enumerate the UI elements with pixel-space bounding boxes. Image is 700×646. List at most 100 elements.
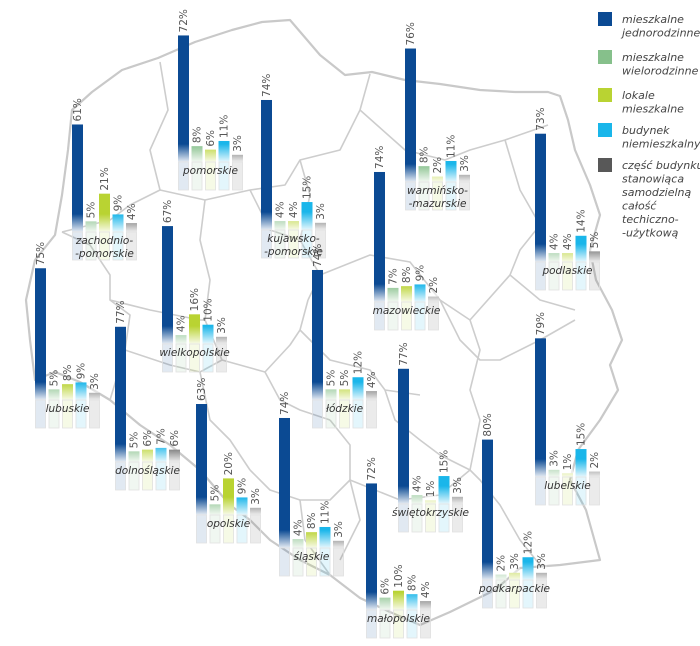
bar-outline xyxy=(379,609,391,639)
value-label: 2% xyxy=(496,555,508,572)
legend-label: całość xyxy=(622,200,657,213)
value-label: 11% xyxy=(446,135,458,158)
bar-reflection xyxy=(495,580,507,608)
value-label: 6% xyxy=(380,578,392,595)
bar-fade xyxy=(89,382,100,400)
bar-reflection xyxy=(393,610,404,638)
bar-fade xyxy=(126,214,137,232)
bar-reflection xyxy=(315,230,326,258)
bar-outline xyxy=(411,503,423,533)
bar-fade xyxy=(85,214,97,232)
bar-reflection xyxy=(209,515,221,543)
region-name: podkarpackie xyxy=(478,583,550,595)
bar xyxy=(196,404,207,515)
region-name: lubelskie xyxy=(544,480,591,492)
region-group: 75% 5% 8% 9%3% lubuskie xyxy=(35,242,101,429)
value-label: 75% xyxy=(35,242,47,265)
bar-reflection xyxy=(312,400,323,428)
bar-fade xyxy=(562,459,573,477)
bar-outline xyxy=(459,181,470,211)
value-label: 6% xyxy=(169,430,181,447)
bar-outline xyxy=(319,547,331,577)
bar-fade xyxy=(536,562,547,580)
bar-outline xyxy=(366,399,377,429)
bar-fade xyxy=(250,497,261,515)
bar-fade xyxy=(142,444,153,462)
bar-fade xyxy=(575,459,587,477)
bar xyxy=(261,99,272,230)
value-label: 8% xyxy=(419,146,431,163)
bar-reflection xyxy=(306,548,317,576)
region-name: świętokrzyskie xyxy=(392,507,469,519)
bar-reflection xyxy=(548,262,560,290)
bar xyxy=(535,133,546,262)
value-label: 21% xyxy=(99,167,111,190)
region-group: 79% 3% 1%15%2% lubelskie xyxy=(535,312,601,506)
region-name: mazowieckie xyxy=(373,305,441,317)
bar-reflection xyxy=(115,462,126,490)
value-label: 4% xyxy=(549,233,561,250)
bar-outline xyxy=(292,547,304,577)
value-label: 4% xyxy=(275,201,287,218)
bar-fade xyxy=(236,497,248,515)
bar-fade xyxy=(189,326,200,344)
region-name: -mazurskie xyxy=(409,198,467,210)
bar-fade xyxy=(401,284,412,302)
region-name: małopolskie xyxy=(367,613,430,625)
bar-reflection xyxy=(189,344,200,372)
bar-fade xyxy=(405,164,416,182)
bar-reflection xyxy=(459,182,470,210)
bar-outline xyxy=(189,343,200,373)
bar-fade xyxy=(333,530,344,548)
bar-reflection xyxy=(175,344,187,372)
bar xyxy=(162,226,173,344)
bar-reflection xyxy=(379,610,391,638)
bar-outline xyxy=(495,579,507,609)
value-label: 9% xyxy=(113,195,125,212)
bar-reflection xyxy=(75,400,87,428)
bar-outline xyxy=(398,503,409,533)
bar-reflection xyxy=(562,262,573,290)
bar-reflection xyxy=(428,302,439,330)
bar-reflection xyxy=(89,400,100,428)
bar-outline xyxy=(196,514,207,544)
bar-reflection xyxy=(191,162,203,190)
bar xyxy=(223,478,234,515)
bar-reflection xyxy=(535,477,546,505)
bar xyxy=(99,193,110,232)
value-label: 4% xyxy=(288,201,300,218)
bar-outline xyxy=(85,231,97,261)
bar-fade xyxy=(589,244,600,262)
bar-outline xyxy=(452,503,463,533)
bar-reflection xyxy=(279,548,290,576)
bar-reflection xyxy=(366,610,377,638)
bar-fade xyxy=(393,592,404,610)
value-label: 74% xyxy=(279,392,291,415)
region-group: 63% 5%20%9%3% opolskie xyxy=(196,378,262,544)
legend-swatch xyxy=(598,123,612,137)
bar-fade xyxy=(175,326,187,344)
bar-fade xyxy=(306,530,317,548)
bar-fade xyxy=(196,497,207,515)
legend-label: część budynku xyxy=(622,159,700,172)
bar-outline xyxy=(509,579,520,609)
bar-outline xyxy=(562,476,573,506)
bar-outline xyxy=(155,461,167,491)
bar-fade xyxy=(414,284,426,302)
bar-outline xyxy=(536,579,547,609)
bar xyxy=(72,124,83,232)
bar-reflection xyxy=(196,515,207,543)
bar-reflection xyxy=(432,182,443,210)
region-name: -pomorskie xyxy=(75,248,134,260)
bar-fade xyxy=(319,530,331,548)
bar-reflection xyxy=(548,477,560,505)
value-label: 1% xyxy=(562,454,574,471)
value-label: 3% xyxy=(315,203,327,220)
bar-fade xyxy=(535,459,546,477)
bar-fade xyxy=(445,164,457,182)
legend-label: samodzielną xyxy=(622,186,692,199)
bar-reflection xyxy=(292,548,304,576)
value-label: 74% xyxy=(374,146,386,169)
value-label: 12% xyxy=(353,351,365,374)
